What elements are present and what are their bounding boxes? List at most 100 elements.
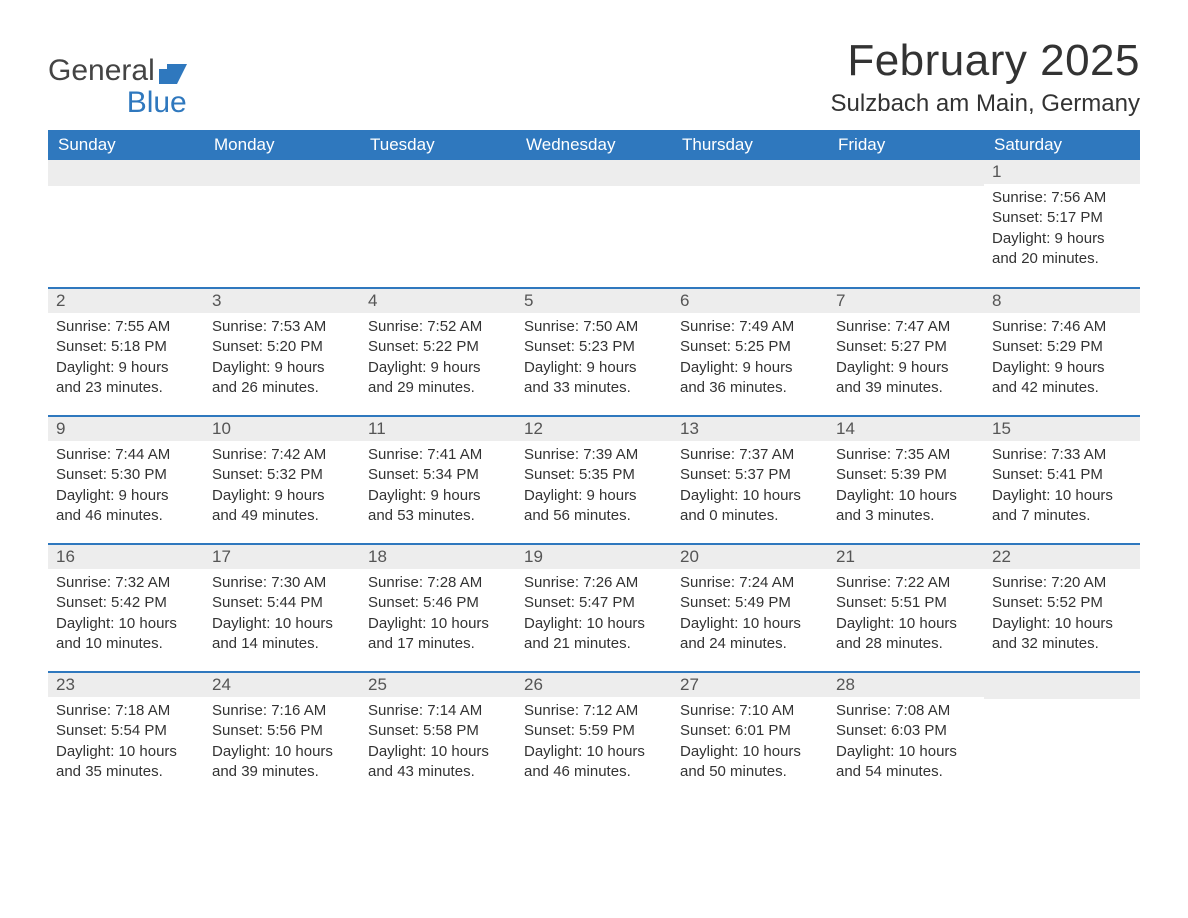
sunrise-line: Sunrise: 7:20 AM bbox=[992, 573, 1132, 593]
day-body: Sunrise: 7:12 AMSunset: 5:59 PMDaylight:… bbox=[516, 697, 672, 790]
day-body: Sunrise: 7:33 AMSunset: 5:41 PMDaylight:… bbox=[984, 441, 1140, 534]
sunrise-line: Sunrise: 7:39 AM bbox=[524, 445, 664, 465]
sunset-line: Sunset: 6:03 PM bbox=[836, 721, 976, 741]
sunset-line: Sunset: 5:32 PM bbox=[212, 465, 352, 485]
day-body-empty bbox=[48, 186, 204, 266]
day-number: 26 bbox=[516, 673, 672, 697]
day-number-empty bbox=[672, 160, 828, 186]
sunrise-line: Sunrise: 7:44 AM bbox=[56, 445, 196, 465]
sunrise-line: Sunrise: 7:49 AM bbox=[680, 317, 820, 337]
day-body-empty bbox=[204, 186, 360, 266]
sunset-line: Sunset: 5:29 PM bbox=[992, 337, 1132, 357]
day-body: Sunrise: 7:39 AMSunset: 5:35 PMDaylight:… bbox=[516, 441, 672, 534]
day-number: 8 bbox=[984, 289, 1140, 313]
calendar-day-cell: 24Sunrise: 7:16 AMSunset: 5:56 PMDayligh… bbox=[204, 672, 360, 800]
sunrise-line: Sunrise: 7:22 AM bbox=[836, 573, 976, 593]
calendar-day-cell: 8Sunrise: 7:46 AMSunset: 5:29 PMDaylight… bbox=[984, 288, 1140, 416]
daylight-line: Daylight: 10 hours and 21 minutes. bbox=[524, 614, 664, 655]
weekday-header: Saturday bbox=[984, 130, 1140, 160]
sunrise-line: Sunrise: 7:10 AM bbox=[680, 701, 820, 721]
calendar-day-cell: 19Sunrise: 7:26 AMSunset: 5:47 PMDayligh… bbox=[516, 544, 672, 672]
daylight-line: Daylight: 9 hours and 53 minutes. bbox=[368, 486, 508, 527]
title-block: February 2025 Sulzbach am Main, Germany bbox=[831, 36, 1140, 118]
day-number: 20 bbox=[672, 545, 828, 569]
sunrise-line: Sunrise: 7:33 AM bbox=[992, 445, 1132, 465]
weekday-header: Monday bbox=[204, 130, 360, 160]
calendar-day-cell: 3Sunrise: 7:53 AMSunset: 5:20 PMDaylight… bbox=[204, 288, 360, 416]
calendar-week: 2Sunrise: 7:55 AMSunset: 5:18 PMDaylight… bbox=[48, 288, 1140, 416]
day-number: 3 bbox=[204, 289, 360, 313]
sunset-line: Sunset: 5:22 PM bbox=[368, 337, 508, 357]
day-body: Sunrise: 7:24 AMSunset: 5:49 PMDaylight:… bbox=[672, 569, 828, 662]
day-body: Sunrise: 7:18 AMSunset: 5:54 PMDaylight:… bbox=[48, 697, 204, 790]
sunrise-line: Sunrise: 7:42 AM bbox=[212, 445, 352, 465]
sunset-line: Sunset: 5:18 PM bbox=[56, 337, 196, 357]
daylight-line: Daylight: 9 hours and 33 minutes. bbox=[524, 358, 664, 399]
calendar-day-cell bbox=[828, 160, 984, 288]
day-number-empty bbox=[360, 160, 516, 186]
day-number: 10 bbox=[204, 417, 360, 441]
calendar-day-cell: 21Sunrise: 7:22 AMSunset: 5:51 PMDayligh… bbox=[828, 544, 984, 672]
sunrise-line: Sunrise: 7:28 AM bbox=[368, 573, 508, 593]
weekday-header: Friday bbox=[828, 130, 984, 160]
calendar-week: 16Sunrise: 7:32 AMSunset: 5:42 PMDayligh… bbox=[48, 544, 1140, 672]
calendar-week: 23Sunrise: 7:18 AMSunset: 5:54 PMDayligh… bbox=[48, 672, 1140, 800]
sunrise-line: Sunrise: 7:56 AM bbox=[992, 188, 1132, 208]
day-body: Sunrise: 7:08 AMSunset: 6:03 PMDaylight:… bbox=[828, 697, 984, 790]
day-number: 15 bbox=[984, 417, 1140, 441]
day-body: Sunrise: 7:42 AMSunset: 5:32 PMDaylight:… bbox=[204, 441, 360, 534]
sunset-line: Sunset: 6:01 PM bbox=[680, 721, 820, 741]
sunrise-line: Sunrise: 7:18 AM bbox=[56, 701, 196, 721]
sunset-line: Sunset: 5:34 PM bbox=[368, 465, 508, 485]
calendar-day-cell: 2 Sunrise: 7:55 AMSunset: 5:18 PMDaylight… bbox=[48, 288, 204, 416]
day-number-empty bbox=[828, 160, 984, 186]
daylight-line: Daylight: 9 hours and 23 minutes. bbox=[56, 358, 196, 399]
calendar-day-cell bbox=[672, 160, 828, 288]
calendar-day-cell: 26Sunrise: 7:12 AMSunset: 5:59 PMDayligh… bbox=[516, 672, 672, 800]
calendar-day-cell: 4Sunrise: 7:52 AMSunset: 5:22 PMDaylight… bbox=[360, 288, 516, 416]
calendar-day-cell bbox=[48, 160, 204, 288]
sunset-line: Sunset: 5:23 PM bbox=[524, 337, 664, 357]
sunrise-line: Sunrise: 7:41 AM bbox=[368, 445, 508, 465]
day-number: 22 bbox=[984, 545, 1140, 569]
calendar-day-cell bbox=[204, 160, 360, 288]
sunrise-line: Sunrise: 7:55 AM bbox=[56, 317, 196, 337]
sunset-line: Sunset: 5:17 PM bbox=[992, 208, 1132, 228]
sunset-line: Sunset: 5:47 PM bbox=[524, 593, 664, 613]
calendar-day-cell: 17Sunrise: 7:30 AMSunset: 5:44 PMDayligh… bbox=[204, 544, 360, 672]
day-number: 13 bbox=[672, 417, 828, 441]
calendar-day-cell bbox=[360, 160, 516, 288]
calendar-day-cell: 25Sunrise: 7:14 AMSunset: 5:58 PMDayligh… bbox=[360, 672, 516, 800]
sunset-line: Sunset: 5:42 PM bbox=[56, 593, 196, 613]
sunset-line: Sunset: 5:49 PM bbox=[680, 593, 820, 613]
day-number: 24 bbox=[204, 673, 360, 697]
sunrise-line: Sunrise: 7:08 AM bbox=[836, 701, 976, 721]
day-body: Sunrise: 7:44 AMSunset: 5:30 PMDaylight:… bbox=[48, 441, 204, 534]
day-body-empty bbox=[516, 186, 672, 266]
sunrise-line: Sunrise: 7:32 AM bbox=[56, 573, 196, 593]
day-number: 2 bbox=[48, 289, 204, 313]
day-body: Sunrise: 7:26 AMSunset: 5:47 PMDaylight:… bbox=[516, 569, 672, 662]
sunrise-line: Sunrise: 7:47 AM bbox=[836, 317, 976, 337]
calendar-day-cell: 27Sunrise: 7:10 AMSunset: 6:01 PMDayligh… bbox=[672, 672, 828, 800]
sunrise-line: Sunrise: 7:35 AM bbox=[836, 445, 976, 465]
day-body: Sunrise: 7:41 AMSunset: 5:34 PMDaylight:… bbox=[360, 441, 516, 534]
calendar-day-cell: 9Sunrise: 7:44 AMSunset: 5:30 PMDaylight… bbox=[48, 416, 204, 544]
calendar-week: 1Sunrise: 7:56 AMSunset: 5:17 PMDaylight… bbox=[48, 160, 1140, 288]
month-title: February 2025 bbox=[831, 36, 1140, 86]
calendar-day-cell bbox=[516, 160, 672, 288]
day-body: Sunrise: 7:10 AMSunset: 6:01 PMDaylight:… bbox=[672, 697, 828, 790]
daylight-line: Daylight: 9 hours and 49 minutes. bbox=[212, 486, 352, 527]
day-number: 18 bbox=[360, 545, 516, 569]
daylight-line: Daylight: 9 hours and 42 minutes. bbox=[992, 358, 1132, 399]
day-number: 27 bbox=[672, 673, 828, 697]
day-number: 12 bbox=[516, 417, 672, 441]
daylight-line: Daylight: 10 hours and 46 minutes. bbox=[524, 742, 664, 783]
calendar-day-cell: 18Sunrise: 7:28 AMSunset: 5:46 PMDayligh… bbox=[360, 544, 516, 672]
day-body: Sunrise: 7:53 AMSunset: 5:20 PMDaylight:… bbox=[204, 313, 360, 406]
calendar-day-cell bbox=[984, 672, 1140, 800]
daylight-line: Daylight: 10 hours and 14 minutes. bbox=[212, 614, 352, 655]
day-number-empty bbox=[204, 160, 360, 186]
sunset-line: Sunset: 5:54 PM bbox=[56, 721, 196, 741]
brand-text: General Blue bbox=[48, 56, 187, 118]
